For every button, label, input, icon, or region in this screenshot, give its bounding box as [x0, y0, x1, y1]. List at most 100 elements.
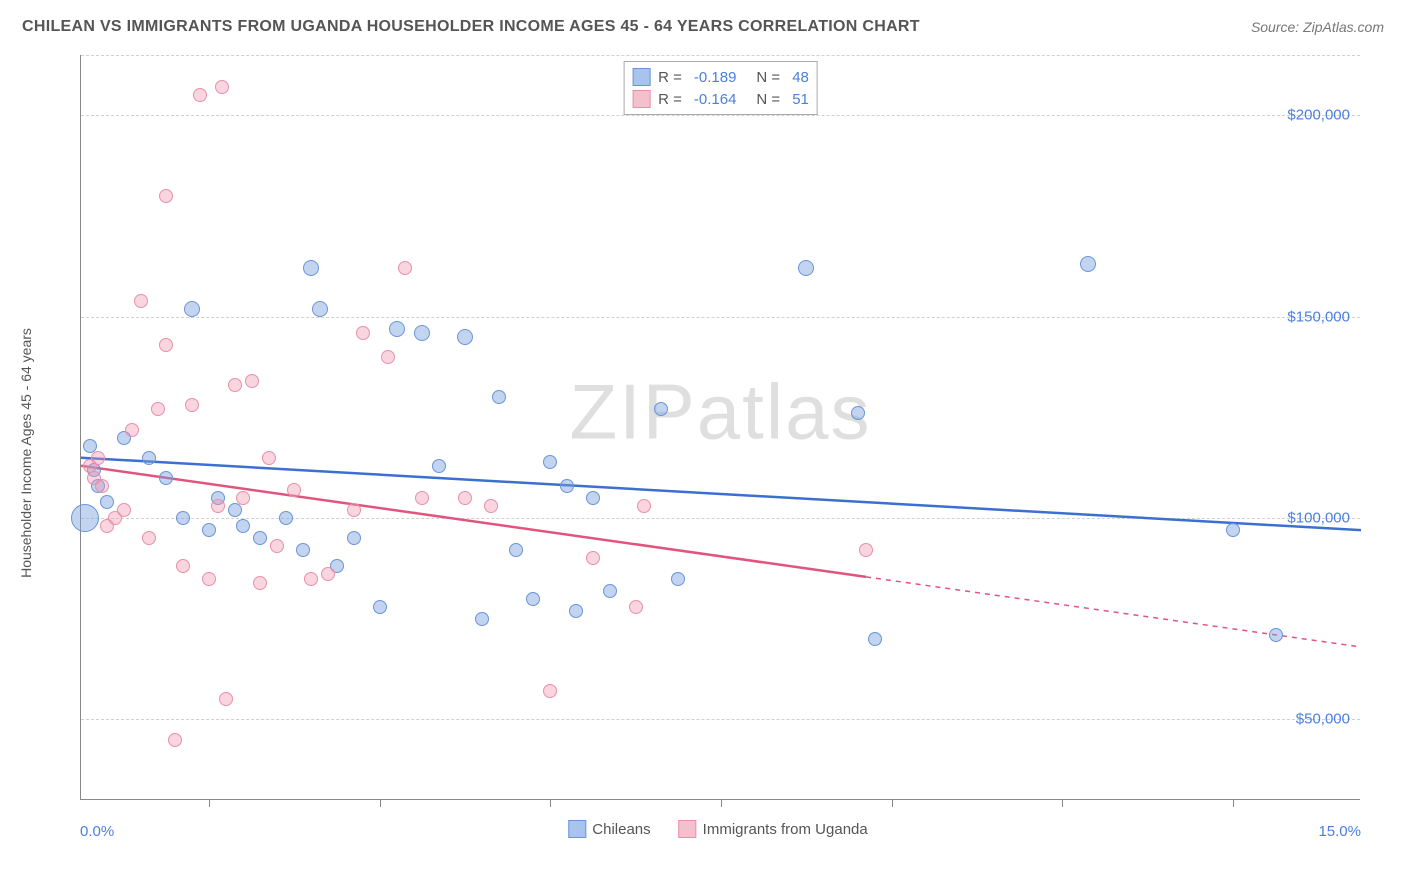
data-point: [1269, 628, 1283, 642]
data-point: [356, 326, 370, 340]
x-tick: [721, 799, 722, 807]
data-point: [270, 539, 284, 553]
data-point: [475, 612, 489, 626]
data-point: [859, 543, 873, 557]
data-point: [347, 503, 361, 517]
legend-r-label: R =: [658, 91, 682, 108]
x-tick: [550, 799, 551, 807]
data-point: [125, 423, 139, 437]
y-axis-label: Householder Income Ages 45 - 64 years: [18, 328, 34, 578]
data-point: [1080, 256, 1096, 272]
legend-series-item: Chileans: [568, 820, 650, 838]
data-point: [851, 406, 865, 420]
watermark: ZIPatlas: [569, 367, 871, 458]
legend-series-label: Chileans: [592, 821, 650, 838]
data-point: [117, 503, 131, 517]
data-point: [492, 390, 506, 404]
data-point: [228, 503, 242, 517]
data-point: [176, 559, 190, 573]
legend-r-value: -0.189: [694, 69, 737, 86]
data-point: [296, 543, 310, 557]
data-point: [151, 402, 165, 416]
legend-swatch: [632, 68, 650, 86]
legend-series-label: Immigrants from Uganda: [703, 821, 868, 838]
data-point: [347, 531, 361, 545]
data-point: [91, 451, 105, 465]
data-point: [603, 584, 617, 598]
legend-n-value: 48: [792, 69, 809, 86]
data-point: [509, 543, 523, 557]
x-axis-max-label: 15.0%: [1318, 823, 1361, 840]
data-point: [71, 504, 99, 532]
data-point: [279, 511, 293, 525]
data-point: [202, 523, 216, 537]
data-point: [253, 531, 267, 545]
data-point: [142, 531, 156, 545]
data-point: [185, 398, 199, 412]
data-point: [484, 499, 498, 513]
data-point: [236, 519, 250, 533]
x-tick: [1062, 799, 1063, 807]
data-point: [184, 301, 200, 317]
data-point: [287, 483, 301, 497]
legend-series-item: Immigrants from Uganda: [679, 820, 868, 838]
data-point: [398, 261, 412, 275]
data-point: [303, 260, 319, 276]
y-tick-label: $150,000: [1287, 308, 1350, 325]
data-point: [159, 338, 173, 352]
legend-n-label: N =: [756, 69, 780, 86]
data-point: [458, 491, 472, 505]
data-point: [193, 88, 207, 102]
y-tick-label: $100,000: [1287, 510, 1350, 527]
data-point: [95, 479, 109, 493]
data-point: [671, 572, 685, 586]
data-point: [637, 499, 651, 513]
legend-swatch: [568, 820, 586, 838]
x-axis-min-label: 0.0%: [80, 823, 114, 840]
data-point: [414, 325, 430, 341]
data-point: [142, 451, 156, 465]
gridline: [81, 55, 1360, 56]
data-point: [798, 260, 814, 276]
data-point: [321, 567, 335, 581]
data-point: [381, 350, 395, 364]
data-point: [176, 511, 190, 525]
x-tick: [1233, 799, 1234, 807]
trend-lines: [81, 55, 1361, 800]
data-point: [415, 491, 429, 505]
data-point: [253, 576, 267, 590]
legend-r-label: R =: [658, 69, 682, 86]
data-point: [219, 692, 233, 706]
x-tick: [892, 799, 893, 807]
legend-swatch: [679, 820, 697, 838]
legend-r-value: -0.164: [694, 91, 737, 108]
data-point: [389, 321, 405, 337]
data-point: [543, 455, 557, 469]
data-point: [373, 600, 387, 614]
data-point: [304, 572, 318, 586]
gridline: [81, 317, 1360, 318]
legend-series: Chileans Immigrants from Uganda: [568, 820, 867, 838]
legend-correlation-row: R =-0.164N =51: [632, 88, 809, 110]
gridline: [81, 518, 1360, 519]
data-point: [868, 632, 882, 646]
data-point: [228, 378, 242, 392]
y-tick-label: $200,000: [1287, 107, 1350, 124]
data-point: [586, 551, 600, 565]
data-point: [526, 592, 540, 606]
data-point: [457, 329, 473, 345]
data-point: [569, 604, 583, 618]
data-point: [159, 189, 173, 203]
data-point: [629, 600, 643, 614]
legend-n-label: N =: [756, 91, 780, 108]
plot-area: ZIPatlas R =-0.189N =48R =-0.164N =51 $5…: [80, 55, 1360, 800]
x-tick: [209, 799, 210, 807]
chart-title: CHILEAN VS IMMIGRANTS FROM UGANDA HOUSEH…: [22, 18, 920, 36]
data-point: [312, 301, 328, 317]
legend-swatch: [632, 90, 650, 108]
gridline: [81, 719, 1360, 720]
legend-correlation-row: R = -0.189 N = 48: [632, 66, 809, 88]
chart-container: Householder Income Ages 45 - 64 years ZI…: [50, 55, 1386, 835]
data-point: [262, 451, 276, 465]
data-point: [215, 80, 229, 94]
